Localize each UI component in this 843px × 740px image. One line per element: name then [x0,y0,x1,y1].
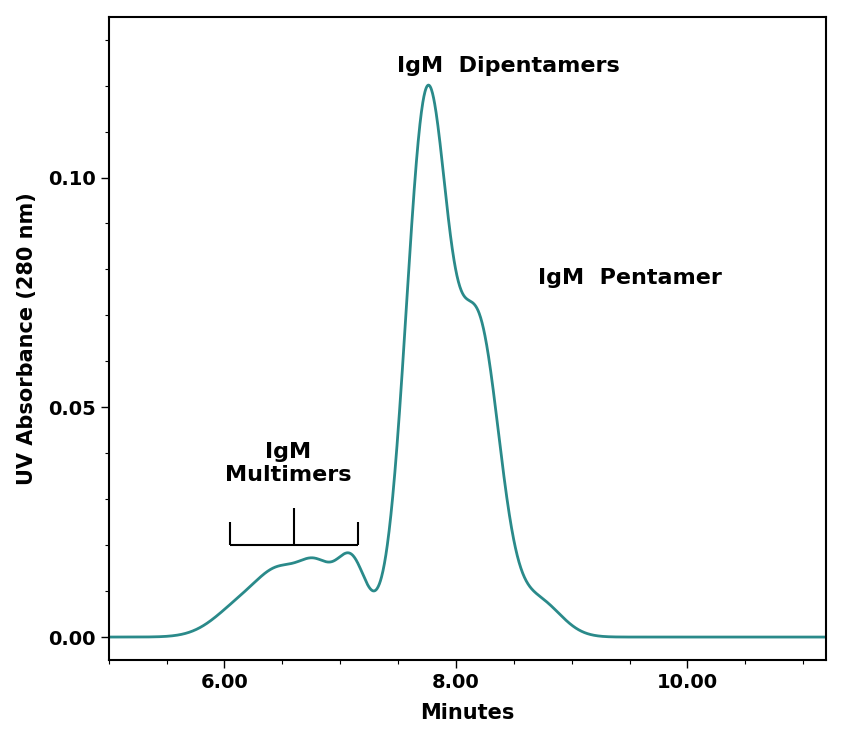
Y-axis label: UV Absorbance (280 nm): UV Absorbance (280 nm) [17,192,36,485]
Text: IgM
Multimers: IgM Multimers [225,443,352,485]
Text: IgM  Pentamer: IgM Pentamer [538,268,722,288]
X-axis label: Minutes: Minutes [421,703,515,723]
Text: IgM  Dipentamers: IgM Dipentamers [397,56,620,76]
